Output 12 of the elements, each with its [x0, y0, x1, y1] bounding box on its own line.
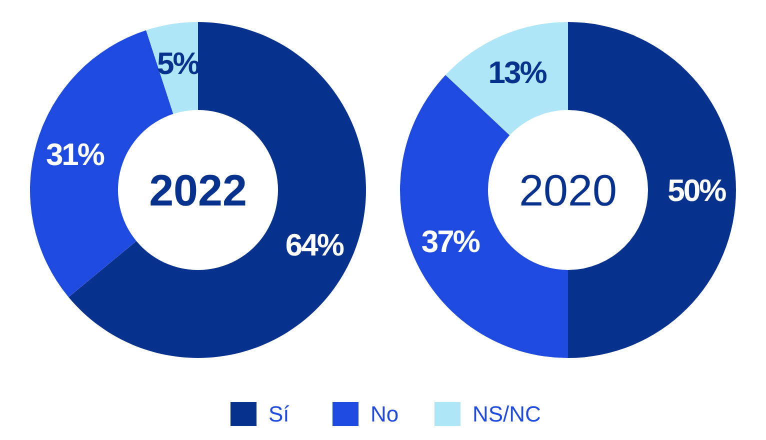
- text: 2022: [149, 166, 247, 216]
- data-label: 37%: [421, 224, 480, 259]
- data-label: 31%: [46, 137, 104, 172]
- data-label: 13%: [488, 55, 547, 90]
- data-label: 5%: [157, 46, 200, 82]
- legend-label: No: [370, 402, 399, 427]
- donut-slice: [446, 22, 568, 136]
- text: 2020: [519, 166, 617, 216]
- legend-label: Sí: [268, 402, 290, 427]
- legend-label: NS/NC: [472, 402, 542, 427]
- data-label: 64%: [285, 228, 344, 263]
- data-label: 50%: [668, 172, 726, 208]
